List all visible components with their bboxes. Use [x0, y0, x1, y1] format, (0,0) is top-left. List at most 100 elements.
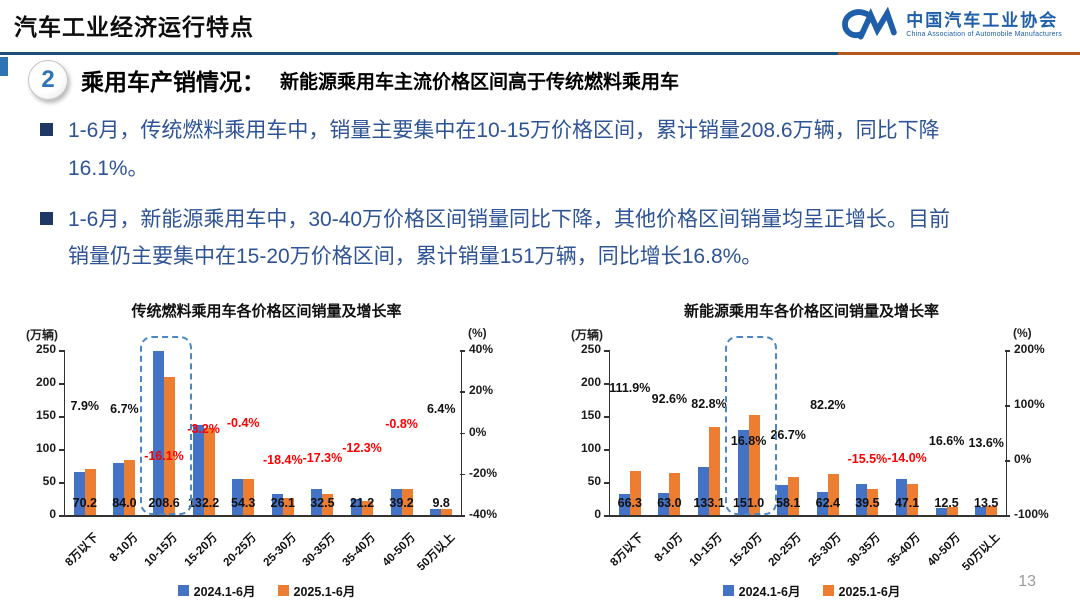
right-axis-tick: 100%: [1014, 397, 1045, 411]
left-axis-tickmark: [604, 416, 609, 418]
bar-2024.1-6月-25-30万: [816, 492, 828, 515]
right-axis-tick: -100%: [1014, 507, 1049, 521]
bar-2025.1-6月-35-40万: [907, 483, 918, 515]
bar-2024.1-6月-20-25万: [777, 484, 789, 515]
growth-label: 82.8%: [691, 397, 727, 412]
right-axis-tick: 200%: [1014, 342, 1045, 356]
right-axis-tickmark: [460, 391, 465, 393]
growth-label: 92.6%: [651, 392, 688, 407]
x-axis-label: 20-25万: [766, 531, 805, 569]
growth-label: -17.3%: [302, 451, 343, 466]
value-label: 26.1: [270, 496, 295, 510]
x-axis-label: 40-50万: [380, 531, 418, 569]
value-label: 63.0: [657, 496, 682, 510]
value-label: 70.2: [72, 496, 97, 510]
left-axis-tick: 0: [594, 507, 601, 521]
left-axis-tick: 200: [580, 375, 601, 389]
value-label: 9.8: [432, 496, 450, 510]
right-axis-tickmark: [1005, 460, 1010, 462]
right-axis-tickmark: [1005, 405, 1010, 407]
legend-item-2024.1-6月: 2024.1-6月: [177, 581, 256, 600]
growth-label: -16.1%: [144, 448, 184, 463]
left-axis-unit: (万辆): [26, 328, 58, 342]
growth-label: 26.7%: [770, 428, 806, 443]
left-axis-tick: 100: [35, 441, 56, 455]
left-axis-tickmark: [59, 449, 64, 451]
left-axis-tickmark: [604, 449, 609, 451]
growth-label: 13.6%: [968, 435, 1004, 450]
logo-org-name: 中国汽车工业协会: [906, 10, 1059, 30]
left-axis-tick: 200: [35, 375, 56, 389]
bar-2024.1-6月-50万以上: [430, 508, 442, 515]
x-axis-label: 35-40万: [340, 531, 378, 569]
section-heading: 2 乘用车产销情况： 新能源乘用车主流价格区间高于传统燃料乘用车: [28, 60, 679, 100]
bar-2025.1-6月-30-35万: [867, 488, 879, 515]
bar-2025.1-6月-40-50万: [401, 489, 413, 515]
section-number-badge: 2: [28, 60, 68, 100]
right-axis-tick: -40%: [469, 507, 498, 521]
x-axis-label: 30-35万: [300, 531, 339, 569]
growth-label: -14.0%: [887, 450, 927, 465]
x-axis-label: 15-20万: [182, 531, 220, 569]
growth-label: 16.6%: [928, 433, 965, 448]
highlight-box: [140, 336, 192, 515]
growth-label: 6.4%: [426, 402, 456, 417]
left-axis-tickmark: [604, 515, 609, 517]
divider-blue-segment: [0, 52, 838, 55]
x-axis-label: 8万以下: [608, 531, 646, 569]
bar-2024.1-6月-10-15万: [153, 350, 164, 515]
left-axis-tick: 0: [49, 507, 56, 521]
left-axis-tickmark: [59, 482, 64, 484]
bullet-list: 1-6月，传统燃料乘用车中，销量主要集中在10-15万价格区间，累计销量208.…: [40, 112, 960, 289]
bar-2024.1-6月-25-30万: [271, 493, 283, 515]
legend-item-2024.1-6月: 2024.1-6月: [722, 581, 801, 600]
value-label: 47.1: [894, 496, 920, 510]
bar-2025.1-6月-8-10万: [669, 473, 681, 515]
right-axis-tickmark: [460, 350, 465, 352]
bar-2025.1-6月-25-30万: [827, 473, 839, 515]
chart-title: 传统燃料乘用车各价格区间销量及增长率: [131, 303, 402, 320]
value-label: 13.5: [974, 496, 999, 510]
x-axis-label: 15-20万: [727, 531, 765, 569]
x-axis-label: 10-15万: [687, 531, 725, 569]
charts-row: 传统燃料乘用车各价格区间销量及增长率 (万辆) (%) 70.2 84.0 208.6 13…: [14, 298, 1064, 605]
header-divider: [0, 52, 1080, 55]
legend-label: 2025.1-6月: [838, 585, 901, 599]
chart-legend: 2024.1-6月 2025.1-6月: [559, 581, 1064, 600]
bar-2024.1-6月-40-50万: [390, 488, 402, 515]
bar-2024.1-6月-35-40万: [351, 499, 362, 515]
bullet-text-1: 1-6月，传统燃料乘用车中，销量主要集中在10-15万价格区间，累计销量208.…: [68, 119, 940, 180]
legend-item-2025.1-6月: 2025.1-6月: [822, 581, 901, 600]
growth-label: -18.4%: [262, 453, 303, 468]
bar-2024.1-6月-30-35万: [311, 489, 323, 515]
highlight-box: [724, 336, 777, 515]
bar-2025.1-6月-20-25万: [788, 476, 800, 515]
left-axis-tickmark: [59, 515, 64, 517]
left-axis-tick: 250: [35, 342, 56, 356]
right-axis-tickmark: [460, 473, 465, 476]
bar-2024.1-6月-15-20万: [737, 429, 749, 515]
left-axis-tick: 150: [35, 408, 56, 422]
value-label: 21.2: [349, 496, 375, 510]
bar-2025.1-6月-50万以上: [441, 508, 453, 515]
bullet-item-2: 1-6月，新能源乘用车中，30-40万价格区间销量同比下降，其他价格区间销量均呈…: [40, 201, 960, 277]
value-label: 62.4: [815, 496, 840, 510]
x-axis-label: 25-30万: [261, 531, 299, 569]
chart-legend: 2024.1-6月 2025.1-6月: [14, 581, 519, 600]
value-label: 84.0: [112, 496, 137, 510]
right-axis-unit: (%): [1013, 326, 1032, 340]
bullet-text-2: 1-6月，新能源乘用车中，30-40万价格区间销量同比下降，其他价格区间销量均呈…: [68, 207, 951, 269]
growth-label: -0.4%: [226, 416, 260, 431]
bullet-square-icon: [40, 211, 53, 225]
bar-2024.1-6月-30-35万: [856, 484, 868, 515]
growth-label: -3.2%: [187, 422, 220, 437]
bar-2024.1-6月-8-10万: [113, 463, 125, 515]
bar-2024.1-6月-8万以下: [73, 472, 85, 515]
plot-area: 66.3 63.0 133.1 151.0 58.1 62.4 39.5 47.1 12.5 13…: [609, 336, 1007, 517]
corner-accent: [0, 57, 8, 76]
value-label: 32.5: [310, 496, 335, 510]
left-axis-tick: 50: [42, 474, 56, 488]
x-axis-label: 10-15万: [142, 531, 180, 569]
legend-swatch: [277, 585, 289, 596]
bar-2025.1-6月-8-10万: [124, 459, 136, 515]
